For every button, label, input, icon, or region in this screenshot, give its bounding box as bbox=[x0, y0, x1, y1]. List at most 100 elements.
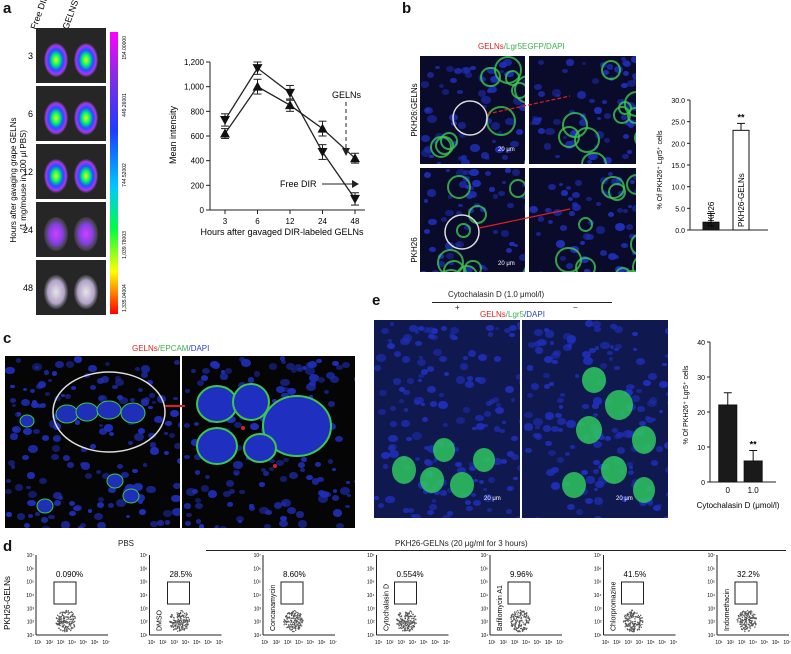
flow-event bbox=[60, 611, 62, 614]
nucleus-dot bbox=[374, 365, 381, 371]
flow-event bbox=[744, 622, 746, 624]
flow-event bbox=[513, 623, 515, 625]
green-crypt bbox=[456, 223, 471, 239]
nucleus-dot bbox=[424, 107, 433, 115]
nucleus-dot bbox=[163, 432, 168, 436]
nucleus-dot bbox=[429, 154, 434, 159]
nucleus-dot bbox=[308, 373, 319, 382]
nucleus-dot bbox=[290, 367, 297, 373]
flow-event bbox=[744, 623, 746, 626]
flow-event bbox=[630, 630, 633, 632]
nucleus-dot bbox=[478, 353, 488, 361]
nucleus-dot bbox=[599, 341, 610, 350]
flow-event bbox=[517, 613, 519, 615]
flow-event bbox=[413, 623, 416, 625]
nucleus-dot bbox=[434, 490, 440, 495]
nucleus-dot bbox=[289, 472, 298, 480]
nucleus-dot bbox=[467, 349, 477, 357]
nucleus-dot bbox=[232, 469, 240, 476]
y-tick-label: 0 bbox=[200, 206, 205, 215]
color-scale-bar bbox=[110, 32, 118, 314]
ivis-row-12h bbox=[36, 144, 106, 199]
flow-event bbox=[522, 610, 524, 613]
nucleus-dot bbox=[221, 370, 226, 374]
nucleus-dot bbox=[345, 504, 350, 509]
flow-event bbox=[399, 624, 401, 626]
nucleus-dot bbox=[516, 464, 520, 472]
green-crypt bbox=[434, 136, 454, 156]
flow-event bbox=[410, 626, 412, 628]
plus-sign: + bbox=[455, 303, 460, 312]
flow-event bbox=[396, 619, 398, 621]
flow-event bbox=[522, 614, 524, 616]
flow-event bbox=[511, 625, 514, 628]
nucleus-dot bbox=[333, 509, 343, 517]
flow-event bbox=[520, 613, 522, 615]
flow-event bbox=[188, 620, 190, 622]
nucleus-dot bbox=[571, 201, 579, 208]
nucleus-dot bbox=[441, 88, 450, 95]
nucleus-dot bbox=[379, 389, 387, 396]
nucleus-dot bbox=[439, 393, 444, 397]
nucleus-dot bbox=[17, 513, 26, 520]
nucleus-dot bbox=[128, 440, 134, 445]
green-crypt bbox=[601, 60, 622, 81]
gelns-arrowhead bbox=[342, 148, 350, 156]
nucleus-dot bbox=[163, 509, 172, 517]
flow-event bbox=[179, 627, 181, 629]
flow-event bbox=[405, 624, 408, 627]
nucleus-dot bbox=[424, 146, 433, 153]
nucleus-dot bbox=[505, 385, 515, 393]
nucleus-dot bbox=[494, 426, 501, 432]
flow-event bbox=[407, 622, 409, 625]
flow-event bbox=[60, 618, 62, 621]
flow-event bbox=[636, 616, 639, 619]
data-point-gelns bbox=[220, 128, 230, 138]
flow-event bbox=[755, 624, 757, 626]
panel-e-title: GELNs/Lgr5/DAPI bbox=[480, 310, 545, 319]
nucleus-dot bbox=[551, 89, 562, 98]
e-title-gelns: GELNs bbox=[480, 310, 506, 319]
nucleus-dot bbox=[589, 348, 596, 354]
flow-event bbox=[65, 620, 67, 623]
nucleus-dot bbox=[184, 521, 192, 527]
nucleus-dot bbox=[543, 373, 550, 379]
nucleus-dot bbox=[389, 405, 397, 411]
nucleus-dot bbox=[48, 378, 53, 383]
nucleus-dot bbox=[548, 449, 557, 457]
nucleus-dot bbox=[622, 209, 628, 213]
flow-event bbox=[177, 625, 179, 627]
flow-event bbox=[288, 621, 290, 623]
nucleus-dot bbox=[148, 405, 153, 410]
flow-event bbox=[289, 626, 291, 629]
flow-x-tick: 10² bbox=[159, 640, 167, 646]
flow-event bbox=[750, 610, 752, 612]
flow-event bbox=[59, 620, 62, 623]
nucleus-dot bbox=[327, 459, 334, 464]
nucleus-dot bbox=[387, 445, 395, 451]
flow-event bbox=[170, 621, 172, 623]
flow-event bbox=[412, 627, 414, 629]
flow-event bbox=[401, 619, 404, 621]
flow-x-tick: 10⁷ bbox=[783, 640, 791, 646]
flow-event bbox=[182, 622, 185, 624]
flow-y-tick: 10⁶ bbox=[707, 566, 715, 572]
nucleus-dot bbox=[602, 157, 612, 164]
nucleus-dot bbox=[260, 468, 266, 473]
flow-percent: 9.96% bbox=[510, 570, 533, 579]
nucleus-dot bbox=[478, 480, 484, 485]
flow-event bbox=[405, 620, 407, 623]
nucleus-dot bbox=[71, 386, 76, 390]
pbs-label: PBS bbox=[118, 539, 135, 548]
flow-event bbox=[524, 627, 526, 629]
nucleus-dot bbox=[470, 144, 480, 152]
nucleus-dot bbox=[249, 505, 256, 511]
nucleus-dot bbox=[177, 421, 180, 428]
flow-y-tick: 10⁷ bbox=[367, 553, 375, 559]
flow-event bbox=[62, 630, 64, 632]
flow-event bbox=[516, 615, 519, 618]
nucleus-dot bbox=[529, 122, 534, 126]
flow-event bbox=[169, 616, 172, 618]
flow-event bbox=[745, 614, 747, 617]
nucleus-dot bbox=[146, 485, 156, 494]
